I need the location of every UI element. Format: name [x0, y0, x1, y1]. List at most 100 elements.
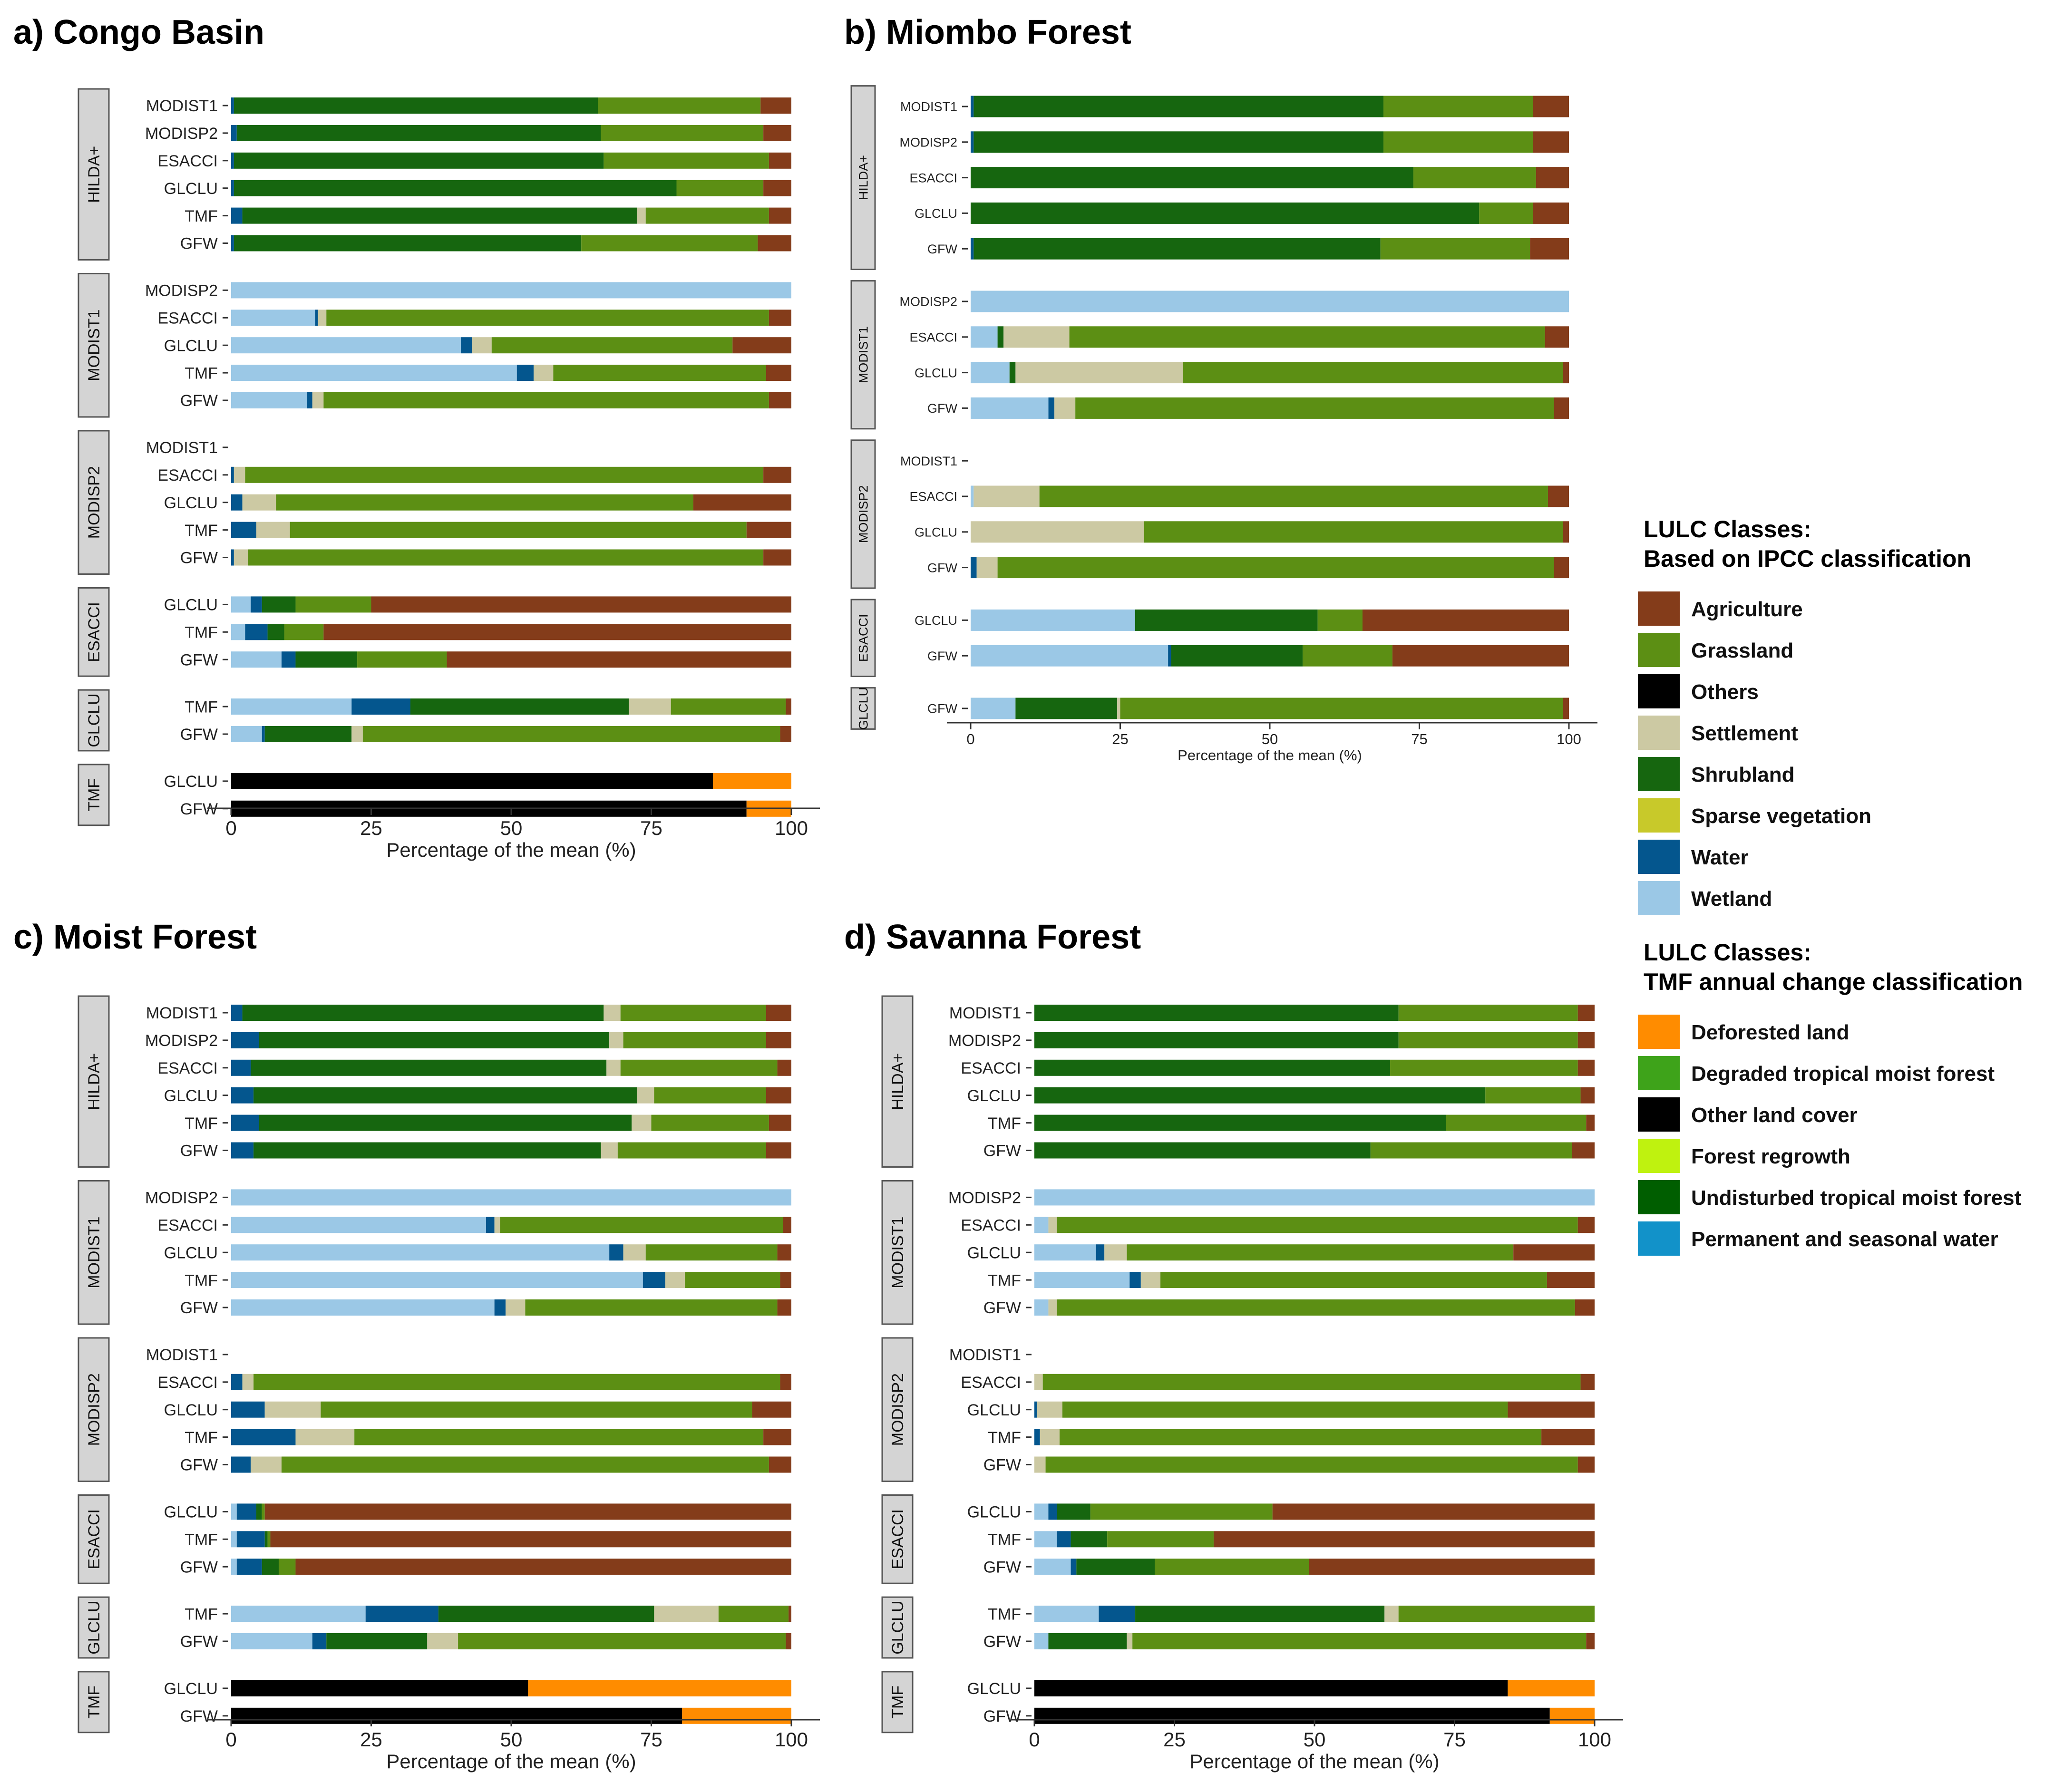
- bar-segment-grass: [1479, 202, 1533, 224]
- x-axis-title: Percentage of the mean (%): [386, 839, 636, 861]
- bar-row: GLCLU: [164, 1680, 791, 1698]
- category-label: GFW: [180, 1707, 218, 1725]
- facet-strip-label: ESACCI: [85, 1509, 103, 1569]
- category-label: TMF: [988, 1531, 1021, 1549]
- bar-row: GFW: [180, 392, 791, 410]
- bar-row: MODISP2: [145, 125, 791, 143]
- panel-b: b) Miombo Forest HILDA+ MODIST1 MODISP2 ESAC…: [844, 13, 1597, 764]
- bar-segment-settle: [1127, 1633, 1133, 1649]
- bar-row: MODIST1: [900, 96, 1569, 117]
- x-axis-title: Percentage of the mean (%): [386, 1750, 636, 1773]
- category-label: TMF: [185, 364, 218, 382]
- bar-segment-agri: [763, 180, 791, 196]
- bar-segment-wet: [231, 1559, 237, 1575]
- category-label: GFW: [927, 649, 957, 663]
- bar-segment-shrub: [971, 202, 1480, 224]
- bar-segment-settle: [654, 1606, 719, 1622]
- x-tick-label: 0: [1029, 1728, 1040, 1751]
- bar-row: TMF: [988, 1605, 1595, 1623]
- facet-strip-label: MODIST1: [85, 310, 103, 381]
- bar-row: TMF: [185, 624, 791, 642]
- bar-segment-water: [231, 180, 234, 196]
- bar-segment-otherlc: [231, 1707, 682, 1724]
- facet-strip-label: GLCLU: [85, 1600, 103, 1654]
- bar-segment-settle: [1104, 1244, 1127, 1261]
- facet-strip-modisp2: MODISP2: [850, 439, 876, 589]
- bar-segment-settle: [637, 1087, 654, 1104]
- bar-segment-wet: [971, 362, 1010, 384]
- bar-segment-grass: [1303, 645, 1392, 667]
- bar-segment-grass: [326, 310, 769, 326]
- legend-swatch: [1638, 716, 1680, 750]
- bar-segment-otherlc: [1034, 1707, 1550, 1724]
- bar-segment-settle: [234, 466, 245, 483]
- bar-row: MODISP2: [145, 1189, 791, 1207]
- category-label: GLCLU: [164, 596, 218, 614]
- panel-title: d) Savanna Forest: [844, 918, 1141, 956]
- bar-segment-water: [231, 494, 243, 511]
- bar-row: TMF: [988, 1271, 1595, 1289]
- bar-row: MODISP2: [948, 1032, 1595, 1050]
- legend-heading: TMF annual change classification: [1644, 969, 2023, 995]
- bar-segment-agri: [1572, 1142, 1595, 1159]
- bar-segment-settle: [1037, 1401, 1062, 1418]
- bar-segment-wet: [1034, 1606, 1099, 1622]
- bar-segment-wet: [1034, 1189, 1595, 1206]
- facet-strip-label: HILDA+: [856, 155, 870, 200]
- facet-strip-box: [881, 1596, 914, 1659]
- bar-segment-agri: [270, 1531, 792, 1548]
- legend-label: Agriculture: [1691, 598, 1803, 621]
- bar-row: TMF: [185, 364, 791, 382]
- bar-segment-agri: [786, 698, 791, 715]
- bar-row: GFW: [180, 549, 791, 567]
- bar-row: ESACCI: [157, 152, 791, 170]
- bar-segment-grass: [676, 180, 764, 196]
- bar-segment-wet: [231, 1244, 610, 1261]
- x-axis: 0 25 50 75 100 Percentage of the mean (%): [207, 1719, 820, 1773]
- legend-label: Sparse vegetation: [1691, 804, 1871, 828]
- category-label: GFW: [983, 1707, 1021, 1725]
- bar-segment-water: [231, 1374, 243, 1390]
- bar-segment-wet: [1034, 1503, 1049, 1520]
- bar-segment-settle: [242, 1374, 254, 1390]
- bar-segment-settle: [506, 1299, 526, 1316]
- bar-segment-grass: [276, 494, 693, 511]
- bar-segment-water: [971, 238, 974, 260]
- facet-strip-label: ESACCI: [85, 602, 103, 662]
- bar-segment-settle: [606, 1059, 621, 1076]
- category-label: ESACCI: [157, 466, 218, 484]
- bar-segment-grass: [620, 1059, 778, 1076]
- bar-segment-grass: [1155, 1559, 1309, 1575]
- bar-segment-water: [351, 698, 410, 715]
- bar-row: GLCLU: [164, 494, 791, 512]
- category-label: GFW: [180, 1142, 218, 1160]
- bar-segment-agri: [763, 466, 791, 483]
- bar-row: GFW: [180, 1456, 791, 1474]
- facet-strip-label: HILDA+: [889, 1053, 907, 1110]
- x-tick-label: 0: [225, 1728, 236, 1751]
- legend-label: Others: [1691, 680, 1759, 704]
- category-label: ESACCI: [909, 330, 957, 345]
- legend-label: Grassland: [1691, 639, 1793, 662]
- bar-row: GFW: [180, 1633, 791, 1651]
- category-label: GFW: [180, 726, 218, 744]
- bar-row: GLCLU: [164, 1401, 791, 1419]
- bar-segment-agri: [766, 1087, 791, 1104]
- x-axis: 0 25 50 75 100 Percentage of the mean (%): [1011, 1719, 1623, 1773]
- facet-strip-glclu: GLCLU: [850, 687, 876, 730]
- bar-segment-water: [231, 1059, 251, 1076]
- bar-segment-agri: [447, 651, 791, 668]
- legend-swatch: [1638, 1139, 1680, 1173]
- bar-row: MODISP2: [145, 282, 791, 300]
- bar-segment-wet: [1034, 1244, 1096, 1261]
- bar-segment-grass: [284, 624, 324, 640]
- facet-strip-label: MODISP2: [856, 485, 870, 543]
- bar-segment-agri: [1577, 1032, 1595, 1048]
- bar-segment-shrub: [1135, 609, 1318, 631]
- category-label: TMF: [988, 1429, 1021, 1447]
- category-label: GLCLU: [164, 337, 218, 355]
- x-tick-label: 50: [500, 1728, 523, 1751]
- bar-segment-settle: [1140, 1272, 1161, 1288]
- bar-segment-settle: [264, 1401, 321, 1418]
- bar-segment-grass: [718, 1606, 789, 1622]
